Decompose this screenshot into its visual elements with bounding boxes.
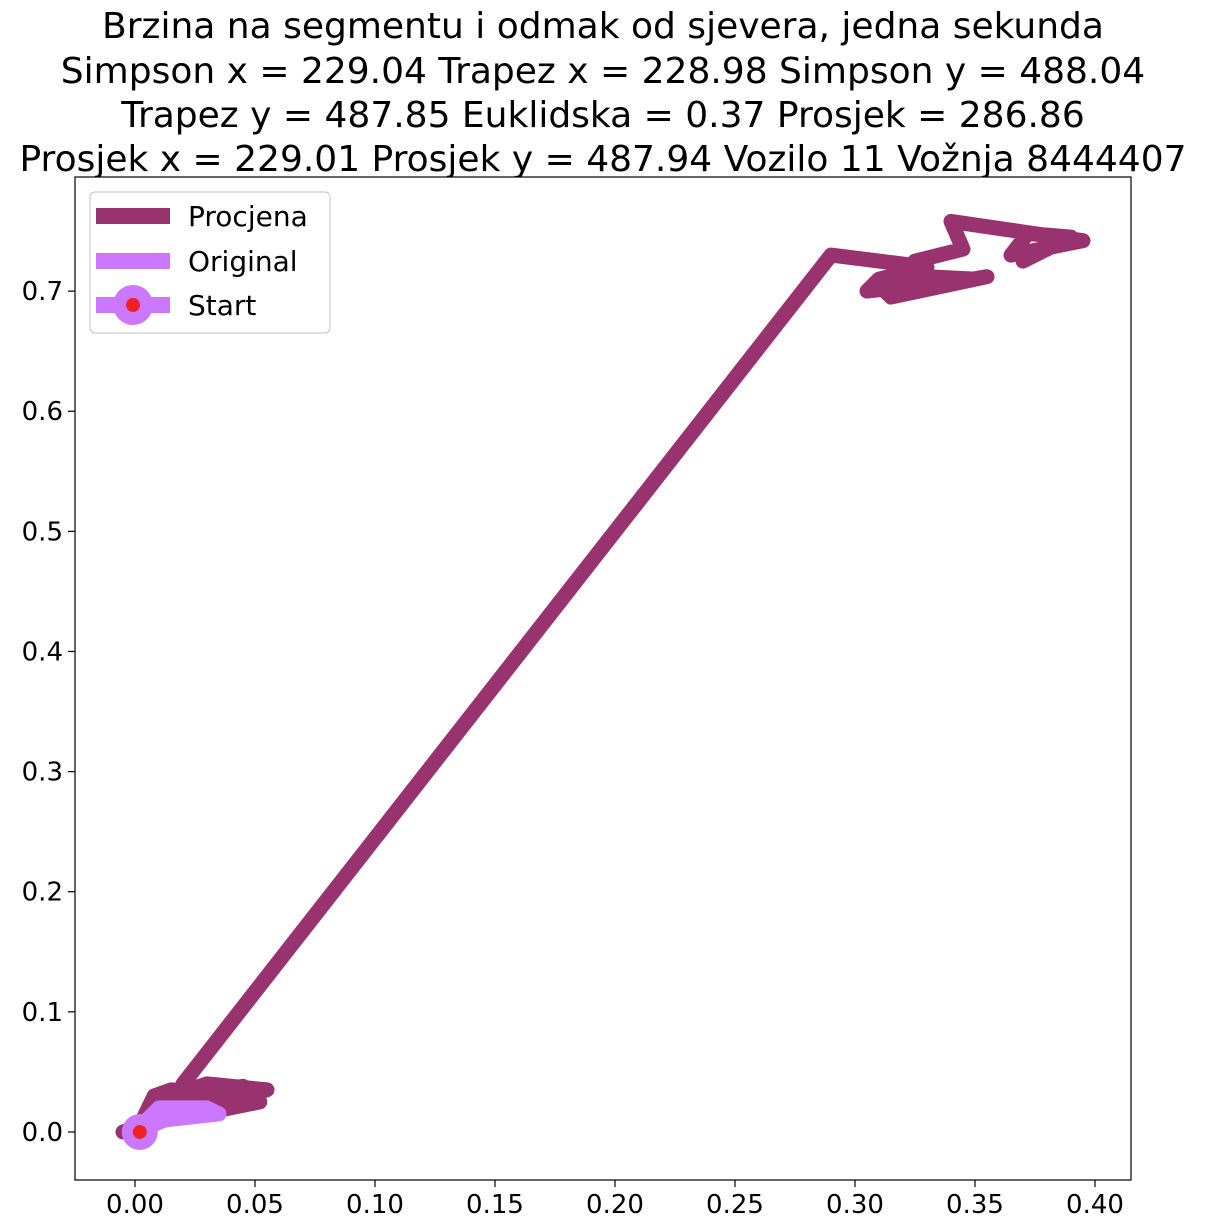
title-line-2: Simpson x = 229.04 Trapez x = 228.98 Sim… (61, 51, 1145, 92)
x-axis: 0.00 0.05 0.10 0.15 0.20 0.25 0.30 0.35 0.40 (106, 1180, 1124, 1220)
title-line-3: Trapez y = 487.85 Euklidska = 0.37 Prosj… (120, 95, 1085, 136)
y-tick-label: 0.1 (22, 998, 63, 1028)
x-tick-label: 0.05 (226, 1190, 284, 1220)
y-axis: 0.0 0.1 0.2 0.3 0.4 0.5 0.6 0.7 (22, 277, 75, 1148)
series-line-original (132, 1100, 227, 1140)
plot-area (74, 176, 1132, 1181)
x-tick-label: 0.40 (1066, 1190, 1124, 1220)
y-tick-label: 0.2 (22, 878, 63, 908)
x-tick-label: 0.35 (946, 1190, 1004, 1220)
x-tick-label: 0.25 (706, 1190, 764, 1220)
x-tick-label: 0.20 (586, 1190, 644, 1220)
y-tick-label: 0.4 (22, 637, 63, 667)
y-tick-label: 0.7 (22, 277, 63, 307)
legend-label-start: Start (188, 289, 256, 322)
legend-marker-start-face (126, 298, 140, 312)
start-marker-face (132, 1124, 147, 1139)
legend: Procjena Original Start (89, 191, 331, 334)
chart-title: Brzina na segmentu i odmak od sjevera, j… (19, 6, 1186, 180)
x-tick-label: 0.10 (346, 1190, 404, 1220)
y-tick-label: 0.0 (22, 1118, 63, 1148)
y-tick-label: 0.6 (22, 397, 63, 427)
x-tick-label: 0.00 (106, 1190, 164, 1220)
title-line-1: Brzina na segmentu i odmak od sjevera, j… (102, 6, 1104, 47)
legend-label-procjena: Procjena (188, 200, 308, 233)
x-tick-label: 0.30 (826, 1190, 884, 1220)
legend-label-original: Original (188, 245, 298, 278)
y-tick-label: 0.3 (22, 758, 63, 788)
title-line-4: Prosjek x = 229.01 Prosjek y = 487.94 Vo… (19, 139, 1186, 180)
series-layer (115, 213, 1091, 1150)
x-tick-label: 0.15 (466, 1190, 524, 1220)
y-tick-label: 0.5 (22, 517, 63, 547)
